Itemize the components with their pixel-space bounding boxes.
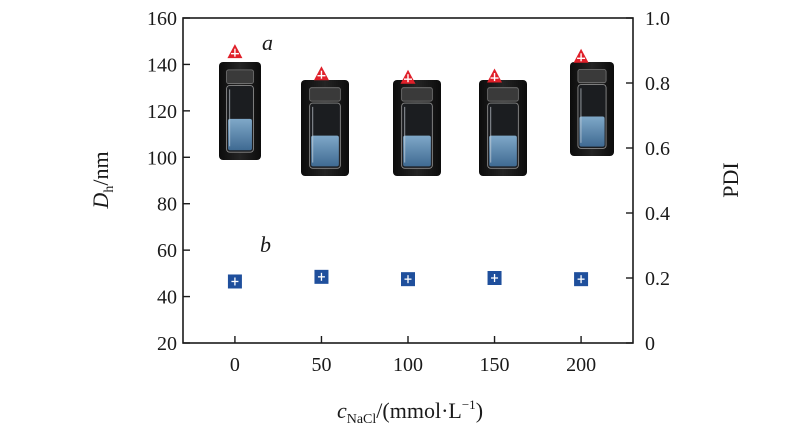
vial-liquid (228, 118, 252, 151)
y-right-axis-title: PDI (718, 162, 743, 197)
x-tick-label: 200 (566, 354, 596, 376)
y-right-tick-label: 0.8 (645, 73, 670, 95)
y-left-axis-title: Dh/nm (88, 151, 117, 209)
vial-cap (226, 69, 254, 84)
vial-photo-icon (479, 80, 527, 176)
y-right-tick-label: 0.4 (645, 203, 670, 225)
vial-photo-icon (570, 62, 614, 156)
y-left-title-sub: h (102, 186, 117, 193)
y-left-tick-label: 140 (147, 54, 177, 76)
y-left-tick-label: 120 (147, 101, 177, 123)
x-tick-label: 50 (311, 354, 331, 376)
vial-liquid (489, 135, 517, 167)
vial-cap (487, 87, 519, 102)
x-title-rest: /(mmol·L (376, 398, 462, 423)
data-markers (227, 44, 589, 289)
x-tick-label: 100 (393, 354, 423, 376)
y-right-tick-label: 1.0 (645, 8, 670, 30)
y-right-tick-label: 0.6 (645, 138, 670, 160)
y-left-title-rest: /nm (88, 151, 113, 185)
x-tick-label: 150 (480, 354, 510, 376)
series-a-label: a (262, 30, 273, 55)
x-tick-label: 0 (230, 354, 240, 376)
y-left-title-main: D (88, 193, 113, 210)
vial-liquid (579, 116, 605, 147)
vial-liquid (403, 135, 431, 167)
vial-cap (577, 69, 607, 84)
axis-ticks: 0 50 100 150 200 20 40 60 80 100 120 140 160 0 0.2 0.4 0… (147, 8, 670, 376)
vial-photo-icon (393, 80, 441, 176)
vial-liquid (311, 135, 339, 167)
y-left-tick-label: 80 (157, 194, 177, 216)
x-title-sup: −1 (462, 397, 476, 412)
x-title-end: ) (476, 398, 483, 423)
vial-insets (219, 62, 614, 176)
x-title-sub: NaCl (347, 412, 377, 427)
y-right-tick-label: 0 (645, 333, 655, 355)
x-axis-title: cNaCl/(mmol·L−1) (337, 397, 483, 427)
y-left-tick-label: 60 (157, 240, 177, 262)
y-left-tick-label: 40 (157, 287, 177, 309)
vial-photo-icon (301, 80, 349, 176)
y-left-tick-label: 20 (157, 333, 177, 355)
series-b-label: b (260, 232, 271, 257)
y-right-tick-label: 0.2 (645, 268, 670, 290)
y-left-tick-label: 100 (147, 147, 177, 169)
vial-cap (309, 87, 341, 102)
y-left-tick-label: 160 (147, 8, 177, 30)
vial-photo-icon (219, 62, 261, 160)
x-title-main: c (337, 398, 347, 423)
vial-cap (401, 87, 433, 102)
